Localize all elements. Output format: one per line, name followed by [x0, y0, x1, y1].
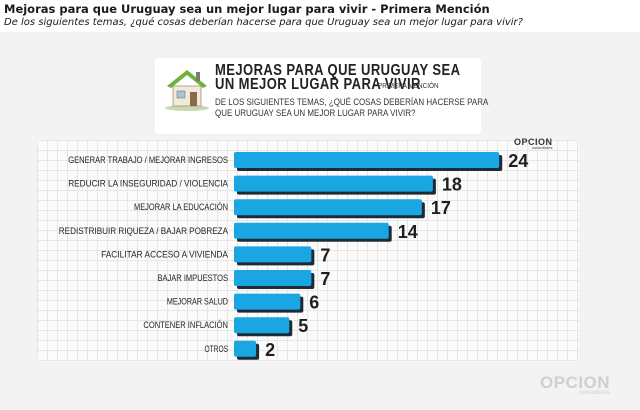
- bar: [234, 246, 312, 263]
- value-label: 17: [431, 198, 451, 218]
- house-icon: [163, 64, 211, 112]
- category-label: MEJORAR LA EDUCACIÓN: [134, 202, 228, 212]
- bar: [234, 175, 433, 192]
- page-title: Mejoras para que Uruguay sea un mejor lu…: [4, 2, 490, 16]
- brand-logo-watermark-text: OPCION: [540, 373, 611, 392]
- category-label: FACILITAR ACCESO A VIVIENDA: [101, 249, 228, 259]
- bar: [234, 222, 389, 239]
- chart-title: MEJORAS PARA QUE URUGUAY SEA UN MEJOR LU…: [215, 62, 460, 93]
- category-label: BAJAR IMPUESTOS: [158, 273, 229, 283]
- value-label: 7: [320, 269, 330, 289]
- brand-logo-small-text: OPCION: [514, 137, 553, 147]
- category-label: REDISTRIBUIR RIQUEZA / BAJAR POBREZA: [59, 226, 228, 236]
- category-label: MEJORAR SALUD: [167, 297, 228, 307]
- value-label: 5: [298, 316, 308, 336]
- value-label: 2: [265, 340, 275, 360]
- bar: [234, 293, 301, 310]
- brand-logo-small-sub: consultores: [532, 145, 553, 150]
- bar: [234, 152, 500, 168]
- value-label: 14: [398, 222, 418, 242]
- category-label: CONTENER INFLACIÓN: [143, 320, 228, 330]
- brand-logo-watermark: OPCION consultores: [540, 373, 611, 396]
- chart-title-note: PRIMERA MENCIÓN: [378, 81, 439, 90]
- brand-logo-small: OPCION consultores: [514, 137, 553, 150]
- value-label: 7: [320, 245, 330, 265]
- chart-subtitle: DE LOS SIGUIENTES TEMAS, ¿QUÉ COSAS DEBE…: [215, 97, 488, 119]
- category-label: REDUCIR LA INSEGURIDAD / VIOLENCIA: [68, 179, 228, 189]
- category-label: OTROS: [205, 344, 229, 354]
- value-label: 18: [442, 175, 462, 195]
- bar: [234, 270, 312, 286]
- page-subtitle: De los siguientes temas, ¿qué cosas debe…: [4, 17, 523, 28]
- brand-logo-watermark-sub: consultores: [579, 390, 611, 396]
- bar: [234, 340, 257, 357]
- category-label: GENERAR TRABAJO / MEJORAR INGRESOS: [68, 155, 228, 165]
- chart-header-banner: MEJORAS PARA QUE URUGUAY SEA UN MEJOR LU…: [155, 58, 488, 134]
- bar: [234, 199, 422, 216]
- value-label: 24: [508, 151, 528, 171]
- value-label: 6: [309, 293, 319, 313]
- bar: [234, 317, 290, 334]
